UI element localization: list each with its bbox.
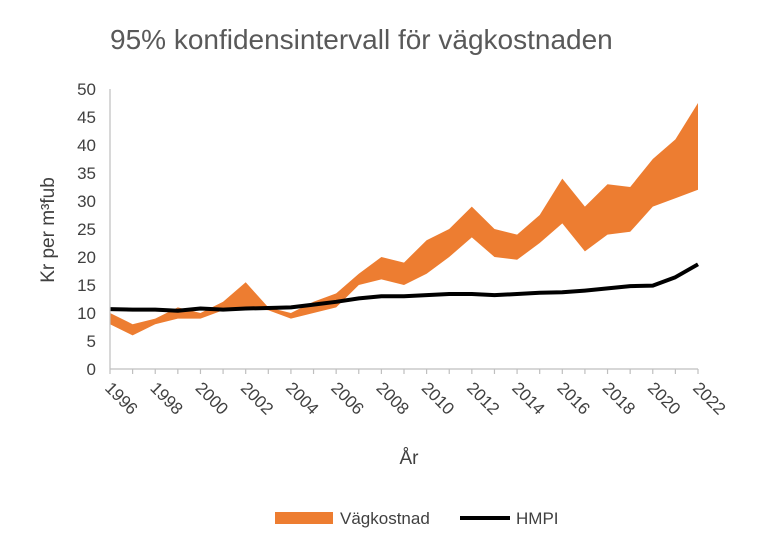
- x-tick-label: 1998: [146, 378, 186, 418]
- x-tick-label: 2002: [237, 378, 277, 418]
- x-tick-label: 2022: [689, 378, 729, 418]
- legend-label-vagkostnad: Vägkostnad: [340, 509, 430, 528]
- x-axis-label: År: [400, 448, 420, 469]
- legend: Vägkostnad HMPI: [275, 509, 559, 528]
- legend-label-hmpi: HMPI: [516, 509, 559, 528]
- x-tick-label: 2018: [599, 378, 639, 418]
- x-tick-label: 2004: [282, 378, 322, 418]
- x-tick-label: 2008: [373, 378, 413, 418]
- x-tick-label: 2006: [327, 378, 367, 418]
- x-tick-label: 1996: [101, 378, 141, 418]
- y-tick-label: 50: [77, 80, 96, 99]
- y-tick-label: 10: [77, 304, 96, 323]
- line-layer: [109, 262, 699, 313]
- y-tick-label: 5: [87, 332, 96, 351]
- y-tick-label: 40: [77, 136, 96, 155]
- y-axis-label: Kr per m³fub: [38, 177, 59, 283]
- axes-layer: [109, 89, 699, 374]
- y-tick-label: 0: [87, 360, 96, 379]
- y-tick-label: 35: [77, 164, 96, 183]
- legend-swatch-vagkostnad: [275, 512, 333, 524]
- y-tick-label: 45: [77, 108, 96, 127]
- x-tick-label: 2016: [553, 378, 593, 418]
- x-tick-label: 2014: [508, 378, 548, 418]
- x-tick-label: 2012: [463, 378, 503, 418]
- series-hmpi-line: [109, 262, 699, 313]
- band-layer: [110, 103, 698, 336]
- series-vagkostnad-band: [110, 103, 698, 336]
- y-tick-label: 30: [77, 192, 96, 211]
- x-tick-label: 2000: [192, 378, 232, 418]
- x-tick-label: 2010: [418, 378, 458, 418]
- y-tick-label: 15: [77, 276, 96, 295]
- chart-title: 95% konfidensintervall för vägkostnaden: [110, 24, 613, 55]
- ticks-layer: 0 5 10 15 20 25 30 35 40 45 50 1996 1998 2000 2002 2004…: [77, 80, 729, 419]
- y-tick-label: 25: [77, 220, 96, 239]
- x-tick-label: 2020: [644, 378, 684, 418]
- y-tick-label: 20: [77, 248, 96, 267]
